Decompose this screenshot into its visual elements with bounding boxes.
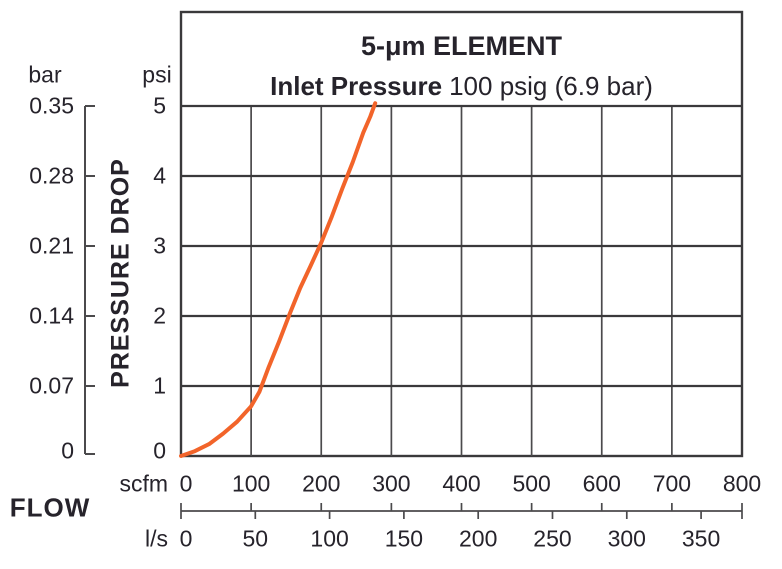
scfm-tick-label: 200 [302,470,341,497]
scfm-tick-label: 100 [231,470,271,497]
ls-tick-label: 200 [459,525,498,552]
flow-axis-title: FLOW [9,492,91,523]
chart-title-block: 5-μm ELEMENT Inlet Pressure 100 psig (6.9… [183,12,740,100]
bar-tick-label: 0 [61,437,74,464]
bar-axis-bracket [84,105,95,455]
psi-tick-label: 1 [153,372,166,399]
subtitle-value: 100 psig (6.9 bar) [449,71,653,101]
ls-tick-label: 250 [533,525,572,552]
bar-unit-label: bar [28,61,62,88]
bar-tick-label: 0.07 [29,372,74,399]
bar-tick-label: 0.14 [29,302,74,329]
ls-tick-label: 100 [310,525,349,552]
pressure-drop-curve [179,101,378,458]
bar-tick-label: 0.21 [29,232,74,259]
scfm-tick-label: 300 [372,470,411,497]
chart-subtitle: Inlet Pressure 100 psig (6.9 bar) [183,73,740,99]
subtitle-label: Inlet Pressure [270,71,443,101]
ls-tick-label: 0 [179,525,193,552]
psi-tick-label: 3 [153,232,166,259]
psi-tick-label: 2 [153,302,166,329]
ls-tick-label: 350 [681,525,721,552]
scfm-tick-label: 800 [722,470,762,497]
scfm-tick-label: 0 [179,470,193,497]
scfm-unit-label: scfm [119,470,168,497]
psi-tick-label: 4 [153,162,166,189]
vertical-gridlines [250,106,673,456]
ls-tick-label: 50 [242,525,269,552]
ls-unit-label: l/s [145,525,168,552]
bar-tick-label: 0.28 [29,162,74,189]
scfm-tick-label: 600 [582,470,621,497]
psi-tick-label: 0 [153,437,166,464]
horizontal-gridlines [181,104,742,388]
ls-tick-label: 150 [384,525,424,552]
psi-unit-label: psi [142,61,172,88]
bar-tick-label: 0.35 [29,92,74,119]
psi-tick-label: 5 [153,92,166,119]
flow-ruler [180,503,743,519]
ls-tick-label: 300 [607,525,646,552]
scfm-tick-label: 400 [442,470,481,497]
chart-title: 5-μm ELEMENT [360,31,563,61]
scfm-tick-label: 700 [652,470,692,497]
scfm-tick-label: 500 [512,470,551,497]
